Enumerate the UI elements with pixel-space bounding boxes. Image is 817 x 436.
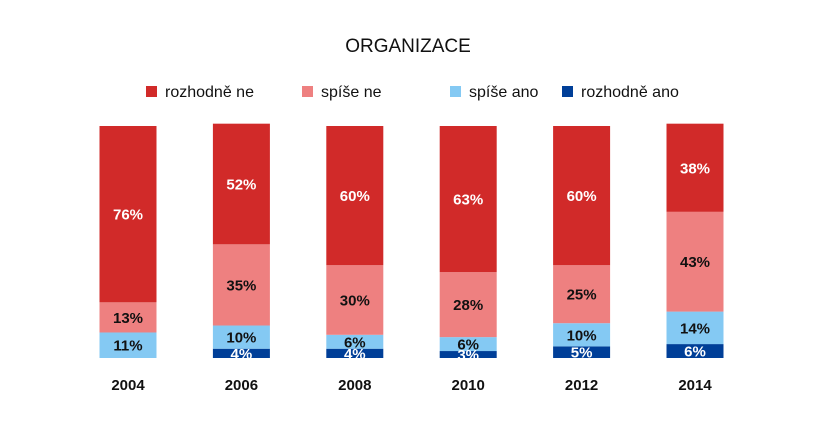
bar-segment-2006-2 [212,325,270,349]
data-label-2008-0: 60% [340,188,370,205]
data-label-2006-3: 4% [231,346,253,363]
legend-swatch-1 [302,86,313,97]
data-label-2014-2: 14% [680,320,710,337]
legend-label-2: spíše ano [469,84,538,101]
data-label-2006-0: 52% [226,177,256,194]
legend-label-0: rozhodně ne [165,84,254,101]
bar-segment-2010-1 [439,272,497,338]
value-labels-group: 11%13%76%4%10%35%52%4%6%30%60%3%6%28%63%… [113,160,710,364]
bar-segment-2006-1 [212,244,270,326]
bar-segment-2012-2 [553,323,611,347]
bar-segment-2012-3 [553,346,611,358]
data-label-2010-3: 3% [457,347,479,364]
bar-segment-2008-1 [326,265,384,335]
bar-segment-2004-1 [99,302,157,333]
data-label-2004-0: 76% [113,207,143,224]
data-label-2012-1: 25% [567,287,597,304]
bar-segment-2010-2 [439,337,497,352]
bar-segment-2010-0 [439,126,497,273]
bar-segment-2012-0 [553,126,611,266]
bar-segment-2010-3 [439,351,497,358]
bar-segment-2014-1 [666,211,724,312]
bar-segment-2008-0 [326,126,384,266]
data-label-2012-2: 10% [567,327,597,344]
x-tick-label-2004: 2004 [111,377,145,394]
bar-segment-2006-3 [212,348,270,358]
x-tick-label-2010: 2010 [452,377,485,394]
legend-swatch-2 [450,86,461,97]
bar-segment-2008-3 [326,348,384,358]
x-tick-label-2014: 2014 [678,377,712,394]
data-label-2012-0: 60% [567,188,597,205]
legend-label-3: rozhodně ano [581,84,679,101]
data-label-2014-0: 38% [680,160,710,177]
x-tick-label-2008: 2008 [338,377,371,394]
bar-segment-2008-2 [326,334,384,349]
legend-swatch-0 [146,86,157,97]
data-label-2010-2: 6% [457,337,479,354]
legend-label-1: spíše ne [321,84,382,101]
chart-title: ORGANIZACE [345,36,471,57]
bar-segment-2014-2 [666,311,724,345]
bar-segment-2004-2 [99,332,157,358]
data-label-2014-3: 6% [684,344,706,361]
data-label-2004-2: 11% [113,338,142,355]
data-label-2010-1: 28% [453,297,483,314]
bar-segment-2004-0 [99,126,157,303]
x-tick-label-2006: 2006 [225,377,258,394]
bar-segment-2006-0 [212,123,270,245]
data-label-2008-3: 4% [344,346,366,363]
x-tick-label-2012: 2012 [565,377,598,394]
data-label-2010-0: 63% [453,192,483,209]
bar-segment-2012-1 [553,265,611,324]
bar-segment-2014-3 [666,344,724,358]
data-label-2006-2: 10% [226,330,256,347]
bars-group [99,123,724,358]
data-label-2008-1: 30% [340,293,370,310]
data-label-2014-1: 43% [680,254,710,271]
data-label-2006-1: 35% [226,277,256,294]
bar-segment-2014-0 [666,123,724,212]
data-label-2008-2: 6% [344,334,366,351]
x-axis-labels: 2004 2006 2008 2010 2012 2014 [111,377,712,394]
data-label-2004-1: 13% [113,310,143,327]
data-label-2012-3: 5% [571,345,593,362]
legend-swatch-3 [562,86,573,97]
legend: rozhodně ne spíše ne spíše ano rozhodně ano [146,84,679,101]
